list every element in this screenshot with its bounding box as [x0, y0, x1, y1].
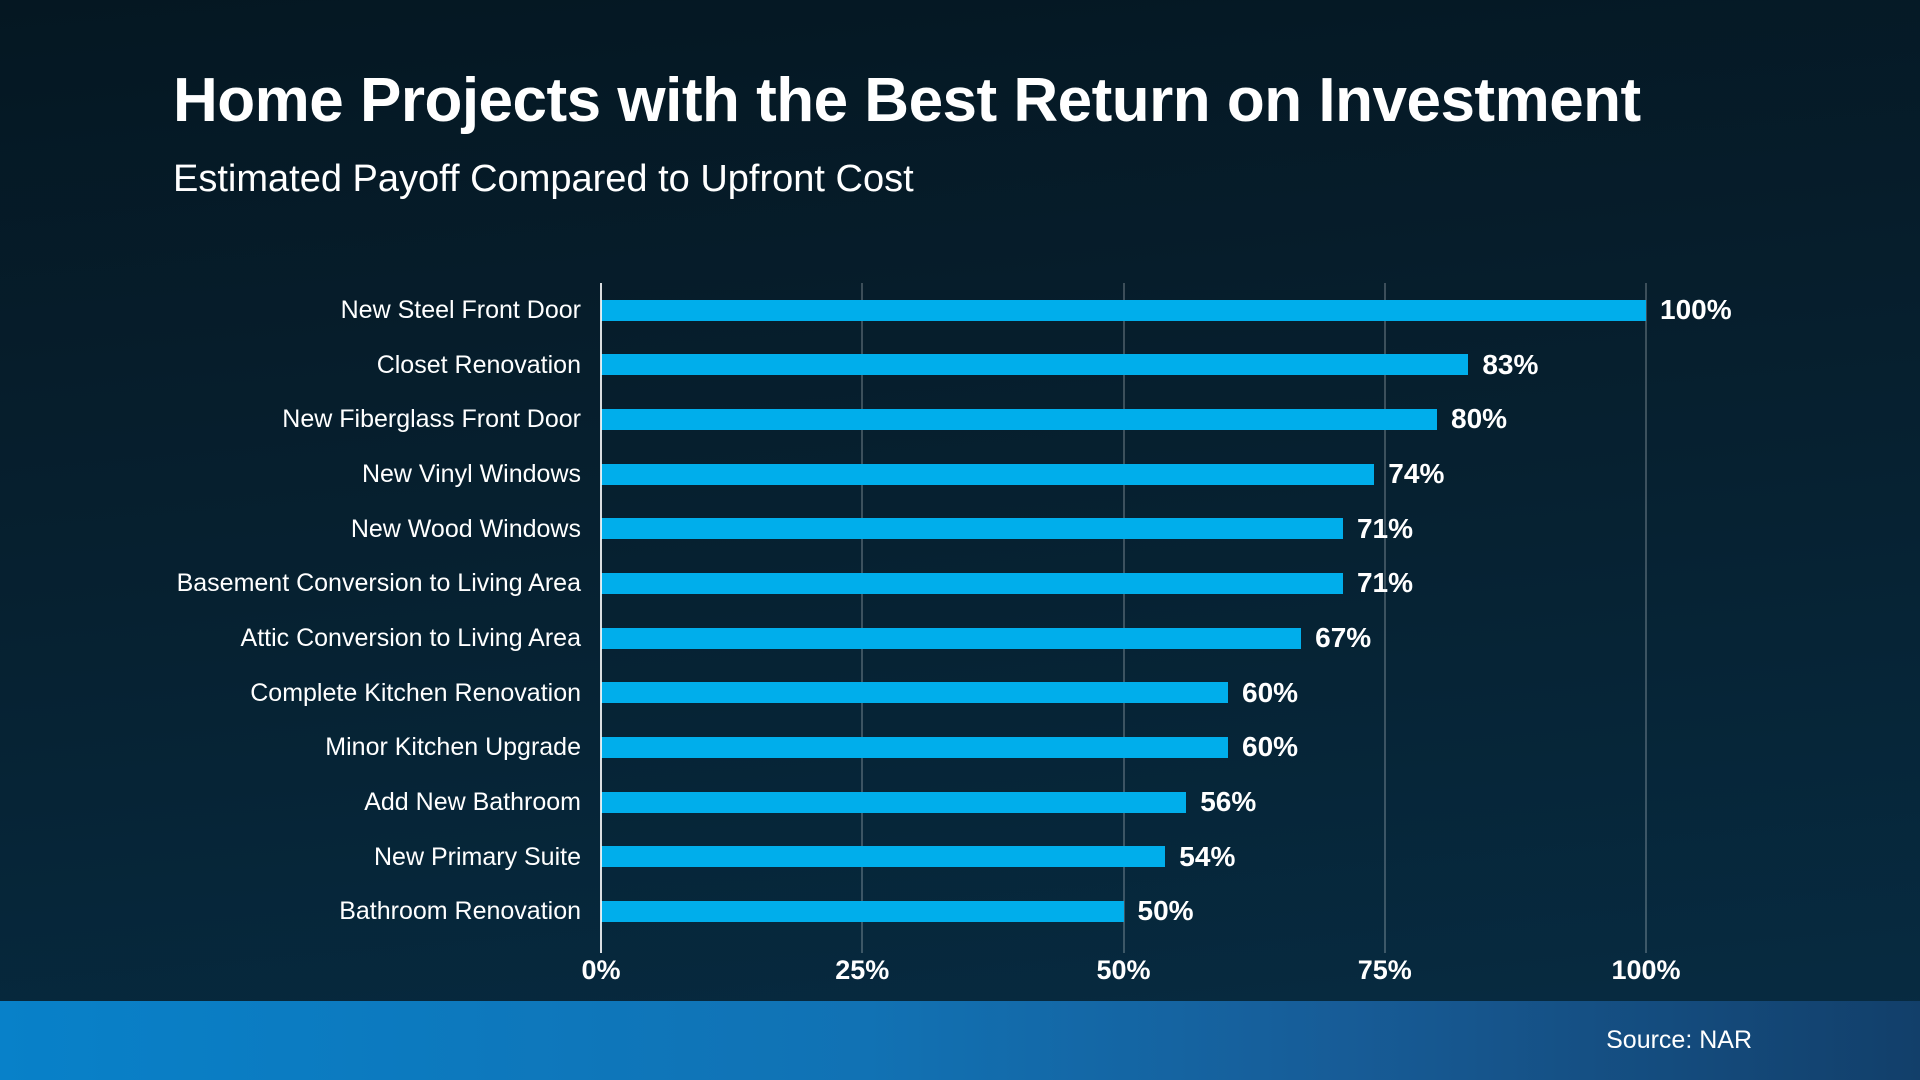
category-label: Minor Kitchen Upgrade [325, 733, 581, 762]
axis-tick-label: 75% [1357, 955, 1412, 985]
value-label: 60% [1242, 731, 1299, 763]
category-label: Bathroom Renovation [339, 897, 581, 926]
bar-row: Closet Renovation 83% [377, 338, 1646, 393]
bar [601, 354, 1469, 376]
chart-title: Home Projects with the Best Return on In… [173, 66, 1641, 135]
value-label: 83% [1482, 348, 1539, 380]
category-label: New Vinyl Windows [361, 460, 581, 488]
bar [601, 791, 1187, 813]
axis-tick [1645, 939, 1647, 953]
axis-tick [1383, 939, 1386, 953]
category-label: Complete Kitchen Renovation [250, 678, 581, 707]
value-label: 74% [1388, 458, 1445, 489]
value-label: 71% [1356, 567, 1413, 599]
bar-row: Complete Kitchen Renovation 60% [250, 666, 1646, 721]
bar-row: New Wood Windows 71% [351, 502, 1646, 557]
axis-tick-label: 50% [1096, 955, 1151, 985]
category-label: Basement Conversion to Living Area [176, 569, 581, 598]
axis-tick-label: 25% [835, 955, 890, 985]
category-label: Add New Bathroom [364, 788, 581, 816]
bar [601, 299, 1646, 321]
category-label: New Wood Windows [350, 514, 581, 543]
bar-chart: 0% 25% 50% 75% 100% New Steel Front Door 100%… [177, 283, 1732, 985]
footer-band: Source: NAR [0, 1001, 1920, 1080]
axis-tick [861, 939, 864, 953]
value-label: 67% [1315, 622, 1372, 653]
category-label: New Fiberglass Front Door [282, 405, 581, 434]
bar [601, 737, 1228, 759]
gridline [1122, 283, 1125, 939]
gridline [1645, 283, 1647, 939]
chart-subtitle: Estimated Payoff Compared to Upfront Cos… [173, 158, 914, 200]
value-label: 56% [1200, 786, 1257, 817]
axis-tick-label: 0% [581, 955, 621, 985]
bar-row: Attic Conversion to Living Area 67% [241, 611, 1646, 666]
value-label: 71% [1356, 512, 1413, 544]
bar-row: Minor Kitchen Upgrade 60% [325, 720, 1646, 775]
bar [601, 846, 1166, 868]
value-label: 80% [1451, 403, 1508, 435]
source-credit: Source: NAR [1606, 1026, 1752, 1054]
axis-tick [1122, 939, 1125, 953]
category-label: Closet Renovation [376, 350, 581, 379]
bar-row: Bathroom Renovation 50% [339, 884, 1646, 939]
bar-row: Basement Conversion to Living Area 71% [177, 556, 1646, 611]
bar-row: Add New Bathroom 56% [364, 775, 1646, 830]
bar-row: New Vinyl Windows 74% [362, 447, 1646, 502]
bar [601, 463, 1375, 485]
y-axis-line [600, 283, 602, 939]
value-label: 50% [1137, 895, 1194, 927]
gridline [861, 283, 864, 939]
bar-row: New Primary Suite 54% [374, 830, 1646, 885]
bar [601, 627, 1302, 649]
category-label: New Primary Suite [374, 842, 581, 871]
bar [601, 518, 1343, 540]
bar [601, 573, 1343, 595]
axis-tick-label: 100% [1611, 955, 1681, 985]
bar-row: New Fiberglass Front Door 80% [282, 392, 1646, 447]
value-label: 100% [1660, 294, 1732, 325]
gridline [1383, 283, 1386, 939]
category-label: Attic Conversion to Living Area [240, 624, 581, 652]
bar [601, 682, 1228, 704]
bar-row: New Steel Front Door 100% [341, 283, 1732, 338]
bar [601, 409, 1437, 431]
value-label: 54% [1179, 840, 1236, 872]
bar [601, 901, 1124, 923]
category-label: New Steel Front Door [340, 296, 581, 324]
axis-tick [600, 939, 602, 953]
value-label: 60% [1242, 676, 1299, 708]
